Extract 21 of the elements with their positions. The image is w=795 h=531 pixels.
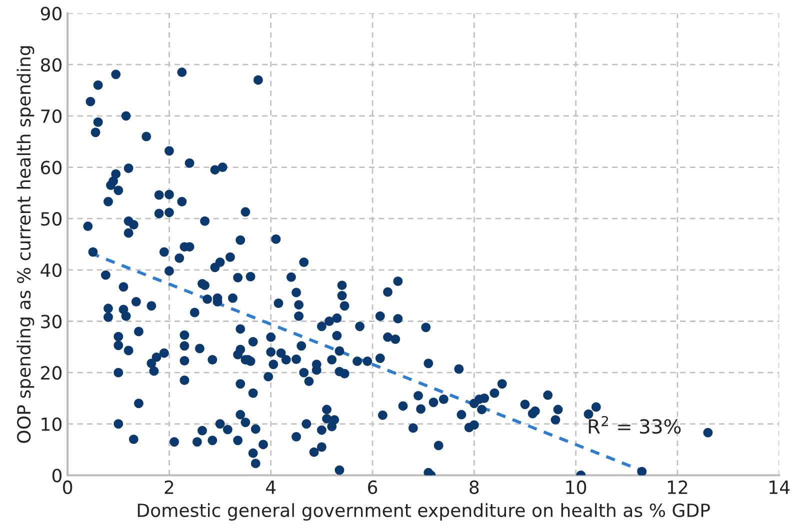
y-tick-label: 40 (40, 263, 62, 278)
x-tick-label: 6 (368, 480, 378, 494)
y-axis-title: OOP spending as % current health spending (16, 46, 34, 443)
x-tick-label: 4 (266, 480, 276, 494)
x-tick-label: 14 (770, 480, 790, 494)
annotation: R$^{2}$ = 33% (588, 416, 681, 434)
y-tick-label: 10 (42, 417, 62, 432)
y-tick-label: 0 (52, 468, 62, 482)
y-tick-label: 90 (40, 6, 62, 20)
x-tick-label: 2 (164, 480, 174, 494)
x-tick-label: 0 (63, 480, 72, 494)
y-tick-label: 50 (41, 212, 62, 226)
x-tick-label: 10 (566, 480, 586, 494)
x-axis-title: Domestic general government expenditure on health as % GDP (138, 503, 710, 521)
y-tick-label: 60 (41, 160, 62, 174)
x-tick-label: 8 (470, 480, 479, 494)
y-tick-label: 70 (41, 109, 62, 124)
y-tick-label: 20 (41, 366, 62, 380)
x-tick-label: 12 (668, 480, 688, 494)
y-tick-label: 80 (40, 58, 62, 72)
y-tick-label: 30 (41, 314, 62, 328)
